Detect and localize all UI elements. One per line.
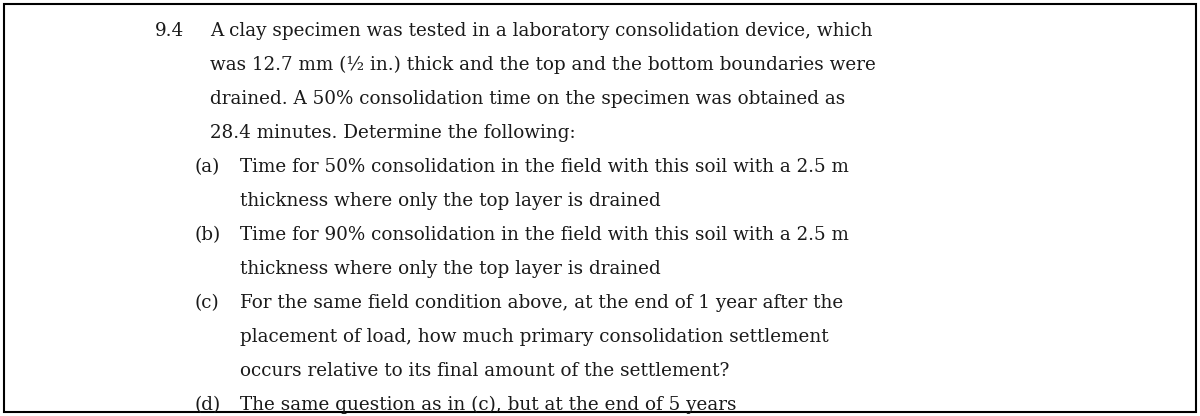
Text: 28.4 minutes. Determine the following:: 28.4 minutes. Determine the following:	[210, 124, 576, 142]
Text: (d): (d)	[194, 396, 221, 414]
Text: 9.4: 9.4	[155, 22, 185, 40]
Text: occurs relative to its final amount of the settlement?: occurs relative to its final amount of t…	[240, 362, 730, 380]
Text: drained. A 50% consolidation time on the specimen was obtained as: drained. A 50% consolidation time on the…	[210, 90, 845, 108]
Text: Time for 50% consolidation in the field with this soil with a 2.5 m: Time for 50% consolidation in the field …	[240, 158, 848, 176]
Text: A clay specimen was tested in a laboratory consolidation device, which: A clay specimen was tested in a laborato…	[210, 22, 872, 40]
Text: For the same field condition above, at the end of 1 year after the: For the same field condition above, at t…	[240, 294, 844, 312]
Text: The same question as in (c), but at the end of 5 years: The same question as in (c), but at the …	[240, 396, 737, 414]
Text: (c): (c)	[194, 294, 220, 312]
Text: placement of load, how much primary consolidation settlement: placement of load, how much primary cons…	[240, 328, 829, 346]
Text: was 12.7 mm (½ in.) thick and the top and the bottom boundaries were: was 12.7 mm (½ in.) thick and the top an…	[210, 56, 876, 74]
Text: thickness where only the top layer is drained: thickness where only the top layer is dr…	[240, 192, 661, 210]
Text: thickness where only the top layer is drained: thickness where only the top layer is dr…	[240, 260, 661, 278]
Text: (a): (a)	[194, 158, 221, 176]
Text: Time for 90% consolidation in the field with this soil with a 2.5 m: Time for 90% consolidation in the field …	[240, 226, 848, 244]
Text: (b): (b)	[194, 226, 221, 244]
